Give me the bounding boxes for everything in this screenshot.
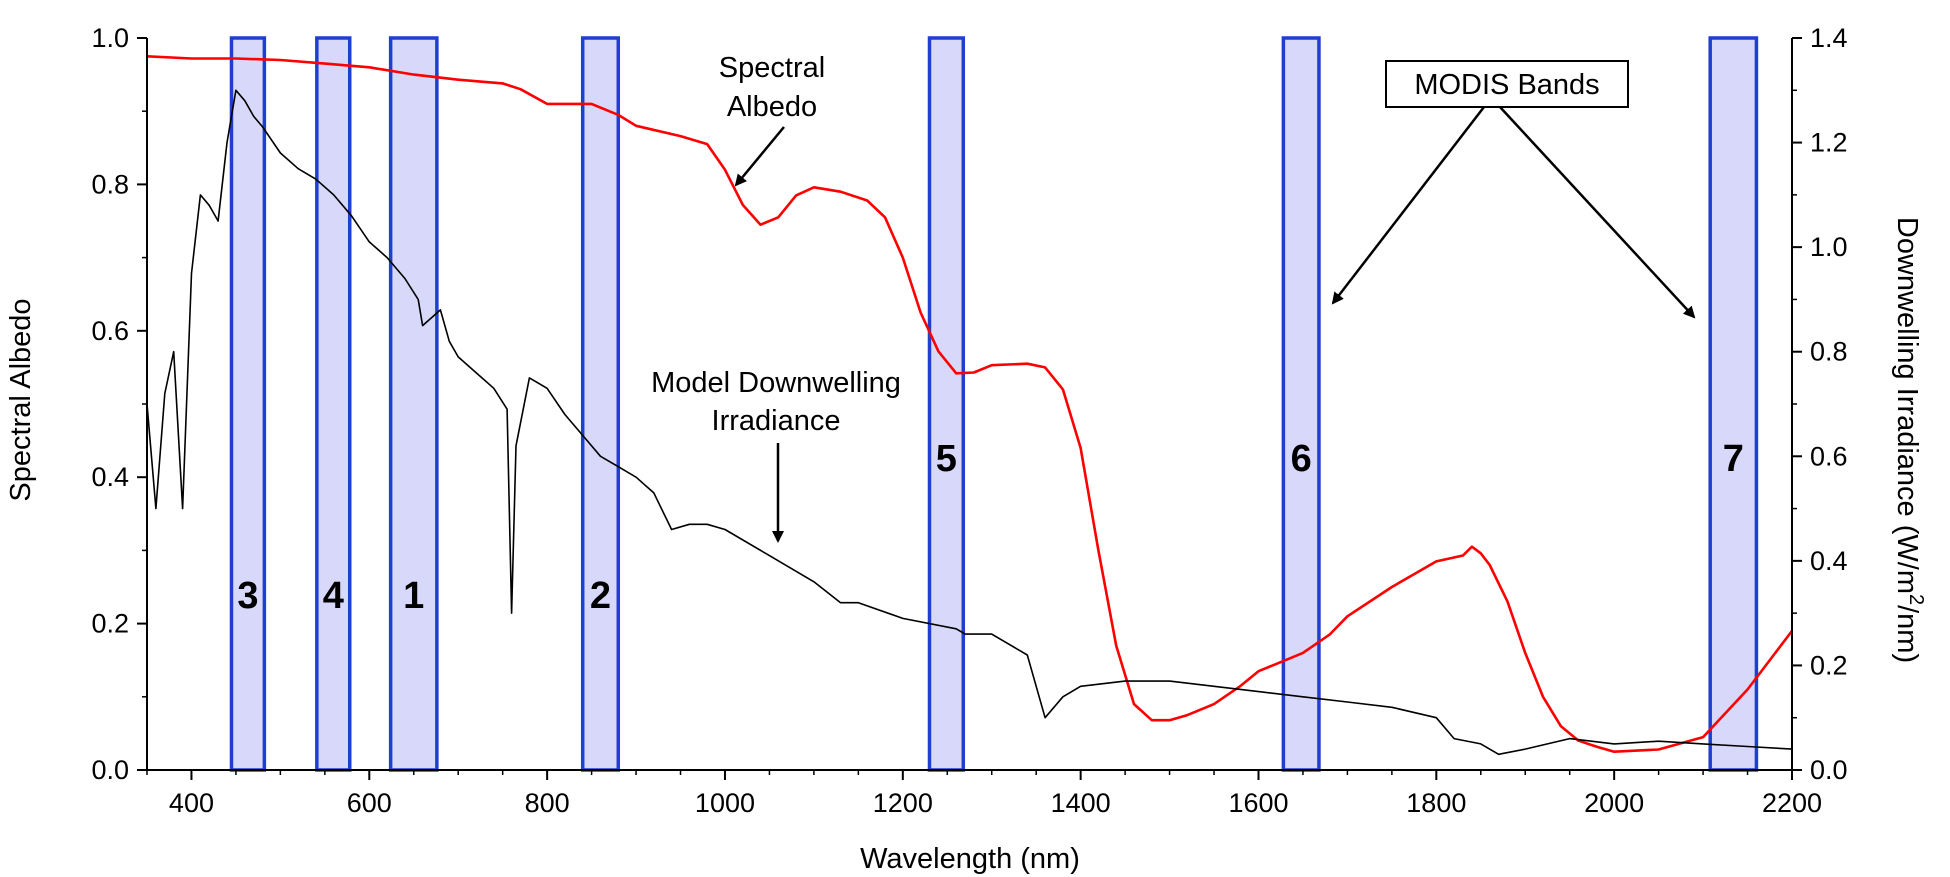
band-labels: 3 4 1 2 5 6 7	[237, 438, 1744, 617]
y-axis-right-title-part1: Downwelling Irradiance (W/m	[1891, 217, 1923, 594]
ticks: 400 600 800 1000 1200 1400 1600 1800 2000 22000.0…	[91, 23, 1847, 818]
band-label-3: 3	[237, 575, 258, 617]
modis-label: MODIS Bands	[1414, 69, 1599, 101]
band-label-2: 2	[590, 575, 611, 617]
y-left-tick-label: 0.6	[91, 316, 129, 346]
y-axis-left-title: Spectral Albedo	[5, 298, 37, 501]
band-label-4: 4	[323, 575, 344, 617]
series-lines	[146, 55, 1794, 756]
x-tick-label: 2000	[1584, 788, 1644, 818]
x-tick-label: 2200	[1762, 788, 1822, 818]
y-right-tick-label: 0.0	[1810, 755, 1848, 785]
modis-label-box	[1385, 60, 1629, 108]
y-left-tick-label: 0.8	[91, 169, 129, 199]
x-tick-label: 1800	[1406, 788, 1466, 818]
albedo-arrow	[734, 126, 785, 187]
irradiance-annotation-line2: Irradiance	[712, 405, 841, 437]
y-left-tick-label: 0.4	[91, 462, 129, 492]
albedo-annotation-line1: Spectral	[719, 52, 825, 84]
x-tick-label: 400	[169, 788, 214, 818]
band-6	[1281, 36, 1321, 772]
band-label-5: 5	[936, 438, 957, 480]
y-right-tick-label: 0.4	[1810, 546, 1848, 576]
band-3	[229, 36, 267, 772]
modis-arrow-band7	[1499, 106, 1696, 319]
x-tick-label: 800	[525, 788, 570, 818]
y-axis-right-title-part2: /nm)	[1891, 605, 1923, 663]
y-right-tick-label: 1.4	[1810, 23, 1848, 53]
x-axis-title: Wavelength (nm)	[860, 843, 1080, 875]
y-axis-right-title: Downwelling Irradiance (W/m2/nm)	[1891, 217, 1927, 663]
x-tick-label: 1400	[1051, 788, 1111, 818]
band-7	[1708, 36, 1759, 772]
x-tick-label: 1600	[1228, 788, 1288, 818]
y-right-tick-label: 0.2	[1810, 650, 1848, 680]
y-right-tick-label: 0.8	[1810, 337, 1848, 367]
irradiance-line	[146, 89, 1793, 756]
band-label-1: 1	[403, 575, 424, 617]
y-right-tick-label: 0.6	[1810, 441, 1848, 471]
y-left-tick-label: 0.0	[91, 755, 129, 785]
band-4	[315, 36, 352, 772]
band-2	[580, 36, 621, 772]
modis-arrow-band6	[1331, 106, 1485, 305]
x-tick-label: 600	[347, 788, 392, 818]
band-1	[388, 36, 439, 772]
y-right-tick-label: 1.0	[1810, 232, 1848, 262]
y-left-tick-label: 0.2	[91, 609, 129, 639]
band-label-6: 6	[1291, 438, 1312, 480]
y-right-tick-label: 1.2	[1810, 128, 1848, 158]
y-left-tick-label: 1.0	[91, 23, 129, 53]
band-5	[927, 36, 966, 772]
x-tick-label: 1000	[695, 788, 755, 818]
band-label-7: 7	[1723, 438, 1744, 480]
modis-bands	[229, 36, 1759, 772]
albedo-line	[146, 55, 1794, 753]
albedo-annotation-line2: Albedo	[727, 91, 817, 123]
irradiance-annotation-line1: Model Downwelling	[651, 367, 901, 399]
y-axis-right-title-sup: 2	[1905, 594, 1927, 605]
x-tick-label: 1200	[873, 788, 933, 818]
